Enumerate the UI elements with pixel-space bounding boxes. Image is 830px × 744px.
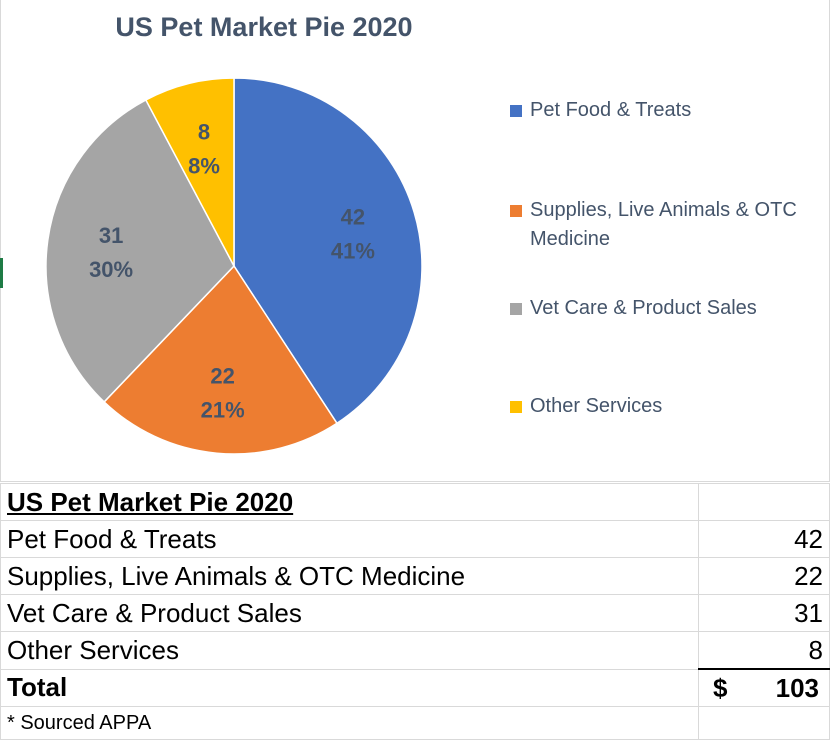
slice-percent-label: 21% [201, 398, 245, 423]
slice-percent-label: 8% [188, 154, 220, 179]
legend-swatch [510, 205, 522, 217]
legend-item: Other Services [510, 392, 825, 421]
row-label: Pet Food & Treats [0, 520, 699, 558]
legend-label: Supplies, Live Animals & OTC Medicine [530, 199, 797, 250]
table-row: Vet Care & Product Sales 31 [0, 594, 830, 632]
total-label: Total [0, 668, 699, 707]
pie-slice-other-services [144, 77, 235, 267]
row-value: 42 [698, 520, 830, 558]
legend-label: Pet Food & Treats [530, 99, 692, 121]
pie-chart: 42 41% 22 21% 31 30% 8 8% [45, 77, 423, 455]
table-row: Other Services 8 [0, 631, 830, 670]
row-value: 22 [698, 557, 830, 595]
legend-swatch [510, 401, 522, 413]
row-label: Supplies, Live Animals & OTC Medicine [0, 557, 699, 595]
legend-item: Supplies, Live Animals & OTC Medicine [510, 196, 825, 254]
total-cell: $ 103 [698, 668, 830, 707]
chart-area: US Pet Market Pie 2020 42 41% 22 21% 31 30% 8 8… [0, 0, 830, 483]
table-title-blank [698, 483, 830, 521]
row-marker [0, 258, 3, 288]
legend-item: Vet Care & Product Sales [510, 294, 825, 323]
legend-item: Pet Food & Treats [510, 96, 825, 125]
slice-value-label: 31 [99, 223, 123, 248]
total-value: 103 [775, 672, 819, 703]
legend-label: Vet Care & Product Sales [530, 297, 757, 319]
pie-slice-supplies [103, 264, 338, 455]
legend-label: Other Services [530, 395, 663, 417]
source-note: * Sourced APPA [0, 706, 699, 740]
note-blank [698, 706, 830, 740]
row-label: Other Services [0, 631, 699, 670]
note-row: * Sourced APPA [0, 706, 830, 740]
row-value: 31 [698, 594, 830, 632]
pie-slice-vet-care [45, 98, 235, 404]
row-label: Vet Care & Product Sales [0, 594, 699, 632]
total-row: Total $ 103 [0, 668, 830, 707]
legend-swatch [510, 105, 522, 117]
table-row: Pet Food & Treats 42 [0, 520, 830, 558]
slice-percent-label: 41% [331, 239, 375, 264]
legend-swatch [510, 303, 522, 315]
slice-percent-label: 30% [89, 257, 133, 282]
total-currency: $ [713, 672, 728, 703]
slice-value-label: 8 [198, 120, 210, 145]
data-table: US Pet Market Pie 2020 Pet Food & Treats… [0, 483, 830, 740]
table-title-row: US Pet Market Pie 2020 [0, 483, 830, 521]
slice-value-label: 22 [210, 364, 234, 389]
slice-value-label: 42 [341, 205, 365, 230]
row-value: 8 [698, 631, 830, 670]
table-title: US Pet Market Pie 2020 [0, 483, 699, 521]
table-row: Supplies, Live Animals & OTC Medicine 22 [0, 557, 830, 595]
chart-title: US Pet Market Pie 2020 [115, 12, 413, 42]
